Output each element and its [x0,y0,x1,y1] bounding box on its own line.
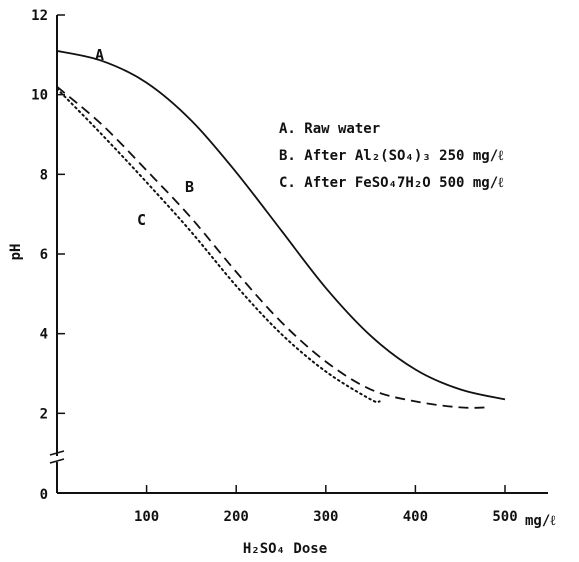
x-tick-label: 500 [492,509,517,525]
curve-label-b: B [185,178,194,196]
curve-label-a: A [95,46,104,64]
curves-layer [56,50,506,409]
y-tick-label: 8 [40,167,48,183]
y-origin-label: 0 [40,487,48,503]
y-tick-label: 4 [40,327,48,343]
y-tick-label: 2 [40,406,48,422]
x-tick-label: 400 [403,509,428,525]
x-tick-label: 200 [224,509,249,525]
x-unit-label: mg/ℓ [525,513,556,529]
series-line-a [56,50,506,401]
x-axis-title: H₂SO₄ Dose [243,541,327,557]
data-point-b [189,216,193,220]
y-tick-label: 6 [40,247,48,263]
axis-break-mark [49,450,65,464]
series-line-b [56,86,488,409]
legend: A. Raw water B. After Al₂(SO₄)₃ 250 mg/ℓ… [279,121,504,191]
y-tick-label: 10 [31,88,48,104]
legend-entry-b: B. After Al₂(SO₄)₃ 250 mg/ℓ [279,148,504,164]
curve-label-c: C [137,211,146,229]
x-tick-label: 300 [313,509,338,525]
legend-entry-c: C. After FeSO₄7H₂O 500 mg/ℓ [279,175,504,191]
legend-entry-a: A. Raw water [279,121,380,137]
y-tick-label: 12 [31,8,48,24]
data-point-b [485,405,489,409]
series-line-c [56,87,381,404]
ticks-layer: 100 200 300 400 500 2 4 6 8 10 12 [31,8,518,525]
x-tick-label: 100 [134,509,159,525]
y-axis-title: pH [8,244,24,261]
